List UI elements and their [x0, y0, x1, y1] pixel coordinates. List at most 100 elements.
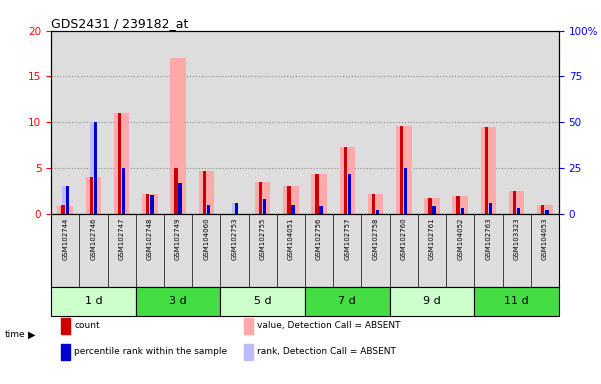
- Bar: [484, 127, 488, 214]
- Bar: [429, 198, 432, 214]
- Bar: [277, 31, 305, 214]
- Bar: [170, 58, 186, 214]
- Bar: [255, 182, 270, 214]
- Bar: [136, 31, 164, 214]
- Bar: [118, 113, 121, 214]
- Bar: [51, 287, 136, 316]
- Bar: [456, 196, 460, 214]
- Bar: [61, 318, 70, 334]
- Text: GSM102761: GSM102761: [429, 217, 435, 260]
- Bar: [221, 31, 249, 214]
- Bar: [259, 182, 263, 214]
- Text: value, Detection Call = ABSENT: value, Detection Call = ABSENT: [257, 321, 401, 330]
- Bar: [361, 214, 389, 287]
- Bar: [94, 122, 97, 214]
- Bar: [389, 287, 474, 316]
- Bar: [198, 171, 214, 214]
- Bar: [164, 31, 192, 214]
- Bar: [541, 205, 545, 214]
- Bar: [361, 31, 389, 214]
- Text: GSM102758: GSM102758: [373, 217, 379, 260]
- Bar: [316, 207, 322, 214]
- Text: rank, Detection Call = ABSENT: rank, Detection Call = ABSENT: [257, 348, 396, 356]
- Bar: [61, 205, 65, 214]
- Bar: [114, 113, 129, 214]
- Bar: [474, 31, 502, 214]
- Bar: [446, 214, 474, 287]
- Bar: [531, 214, 559, 287]
- Bar: [401, 168, 407, 214]
- Bar: [474, 214, 502, 287]
- Bar: [432, 207, 436, 214]
- Bar: [61, 344, 70, 360]
- Bar: [66, 186, 69, 214]
- Text: GSM102755: GSM102755: [260, 217, 266, 260]
- Text: GSM102756: GSM102756: [316, 217, 322, 260]
- Bar: [235, 203, 238, 214]
- Bar: [453, 196, 468, 214]
- Bar: [389, 214, 418, 287]
- Bar: [221, 287, 305, 316]
- Bar: [291, 205, 294, 214]
- Bar: [502, 214, 531, 287]
- Bar: [311, 174, 327, 214]
- Bar: [283, 186, 299, 214]
- Text: 9 d: 9 d: [423, 296, 441, 306]
- Bar: [531, 31, 559, 214]
- Bar: [147, 195, 153, 214]
- Text: ▶: ▶: [28, 330, 35, 340]
- Bar: [79, 214, 108, 287]
- Bar: [249, 31, 277, 214]
- Bar: [486, 203, 492, 214]
- Text: 11 d: 11 d: [504, 296, 529, 306]
- Text: 1 d: 1 d: [85, 296, 102, 306]
- Bar: [446, 31, 474, 214]
- Bar: [164, 214, 192, 287]
- Bar: [305, 214, 333, 287]
- Bar: [502, 31, 531, 214]
- Bar: [58, 205, 73, 214]
- Bar: [260, 199, 266, 214]
- Bar: [320, 207, 323, 214]
- Bar: [136, 214, 164, 287]
- Bar: [344, 174, 350, 214]
- Bar: [90, 177, 93, 214]
- Text: count: count: [75, 321, 100, 330]
- Bar: [460, 208, 464, 214]
- Bar: [333, 31, 361, 214]
- Bar: [509, 191, 524, 214]
- Bar: [192, 214, 221, 287]
- Bar: [400, 126, 403, 214]
- Text: GSM102744: GSM102744: [62, 217, 68, 260]
- Text: 7 d: 7 d: [338, 296, 356, 306]
- Bar: [231, 203, 237, 214]
- Bar: [91, 122, 96, 214]
- Bar: [178, 183, 182, 214]
- Bar: [344, 147, 347, 214]
- Bar: [389, 31, 418, 214]
- Text: GSM102757: GSM102757: [344, 217, 350, 260]
- Text: GSM102753: GSM102753: [231, 217, 237, 260]
- Bar: [404, 168, 407, 214]
- Bar: [207, 205, 210, 214]
- Bar: [424, 198, 440, 214]
- Bar: [396, 126, 412, 214]
- Bar: [51, 31, 79, 214]
- Bar: [372, 194, 375, 214]
- Bar: [418, 214, 446, 287]
- Text: GSM104053: GSM104053: [542, 217, 548, 260]
- Text: 5 d: 5 d: [254, 296, 272, 306]
- Bar: [108, 31, 136, 214]
- Bar: [333, 214, 361, 287]
- Bar: [277, 214, 305, 287]
- Bar: [249, 214, 277, 287]
- Bar: [340, 147, 355, 214]
- Bar: [221, 214, 249, 287]
- Bar: [347, 174, 351, 214]
- Text: GSM102749: GSM102749: [175, 217, 181, 260]
- Bar: [174, 168, 178, 214]
- Bar: [122, 168, 126, 214]
- Bar: [514, 208, 519, 214]
- Bar: [418, 31, 446, 214]
- Bar: [86, 177, 101, 214]
